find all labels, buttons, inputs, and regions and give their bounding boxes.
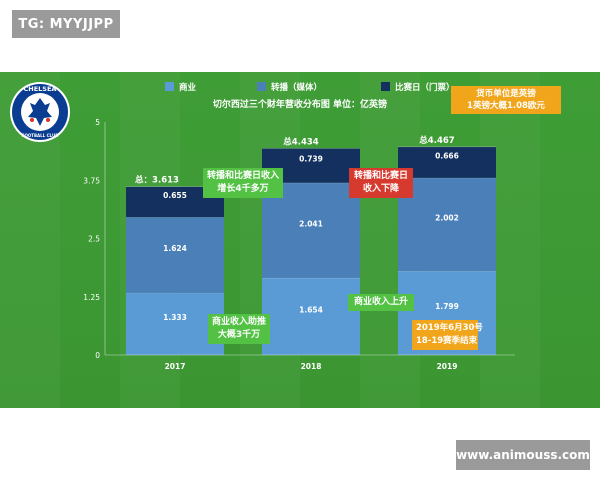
chart-title: 切尔西过三个财年营收分布图 单位：亿英镑 bbox=[213, 98, 387, 110]
legend-swatch-broadcast bbox=[257, 82, 266, 91]
currency-note: 货币单位是英镑 1英镑大概1.08欧元 bbox=[451, 86, 561, 114]
y-axis: 0 1.25 2.5 3.75 5 bbox=[83, 118, 106, 360]
pitch-background: CHELSEA FOOTBALL CLUB 商业 转播（媒体） 比赛日（门票） … bbox=[0, 72, 600, 408]
callout-2018-growth: 转播和比赛日收入 增长4千多万 bbox=[203, 168, 283, 198]
y-tick-label: 1.25 bbox=[83, 293, 100, 302]
total-label: 总4.434 bbox=[283, 136, 318, 147]
callout-line: 转播和比赛日 bbox=[353, 171, 408, 181]
y-tick-label: 5 bbox=[95, 118, 100, 127]
data-label: 1.333 bbox=[163, 313, 187, 322]
data-label: 1.624 bbox=[163, 244, 187, 253]
callout-line: 商业收入助推 bbox=[212, 317, 267, 327]
bar-segment bbox=[398, 146, 496, 178]
y-tick-label: 0 bbox=[95, 351, 100, 360]
bar-segment bbox=[262, 182, 360, 278]
callout-line: 转播和比赛日收入 bbox=[207, 171, 280, 181]
data-label: 1.799 bbox=[435, 302, 459, 311]
data-label: 2.002 bbox=[435, 214, 459, 223]
crest-rose-icon bbox=[46, 118, 50, 122]
callout-commercial-boost: 商业收入助推 大概3千万 bbox=[208, 314, 270, 344]
bar-segment bbox=[126, 292, 224, 355]
data-label: 1.654 bbox=[299, 305, 323, 314]
y-tick-label: 2.5 bbox=[88, 235, 100, 244]
y-tick-label: 3.75 bbox=[83, 176, 100, 185]
callout-line: 增长4千多万 bbox=[217, 184, 269, 194]
callout-line: 18-19赛季结束 bbox=[416, 336, 478, 346]
lion-icon bbox=[28, 98, 52, 126]
crest-bottom-text: FOOTBALL CLUB bbox=[22, 133, 59, 138]
revenue-chart: CHELSEA FOOTBALL CLUB 商业 转播（媒体） 比赛日（门票） … bbox=[10, 82, 515, 371]
crest-top-text: CHELSEA bbox=[24, 85, 57, 93]
callout-season-end: 2019年6月30号 18-19赛季结束 bbox=[412, 320, 483, 350]
watermark-tag: TG: MYYJJPP bbox=[12, 10, 120, 38]
legend-swatch-commercial bbox=[165, 82, 174, 91]
bar-segment bbox=[262, 277, 360, 355]
total-label: 总：3.613 bbox=[135, 175, 179, 186]
x-axis: 2017 2018 2019 bbox=[105, 354, 515, 371]
callout-line: 收入下降 bbox=[362, 184, 399, 194]
chart-legend: 商业 转播（媒体） 比赛日（门票） bbox=[165, 82, 455, 93]
legend-swatch-matchday bbox=[381, 82, 390, 91]
callout-line: 大概3千万 bbox=[217, 330, 261, 340]
data-label: 0.655 bbox=[163, 191, 187, 200]
x-tick-label: 2019 bbox=[437, 362, 458, 371]
x-tick-label: 2017 bbox=[165, 362, 186, 371]
data-label: 0.739 bbox=[299, 155, 323, 164]
crest-rose-icon bbox=[30, 118, 34, 122]
callout-2019-decline: 转播和比赛日 收入下降 bbox=[349, 168, 413, 198]
watermark-url: www.animouss.com bbox=[456, 440, 590, 470]
callout-line: 2019年6月30号 bbox=[416, 323, 483, 333]
bar-segment bbox=[126, 217, 224, 293]
x-tick-label: 2018 bbox=[301, 362, 322, 371]
bar-series: 1.333 1.624 0.655 总：3.613 1.654 2.041 0.739 总4.… bbox=[126, 135, 496, 355]
callout-commercial-rise: 商业收入上升 bbox=[348, 294, 414, 311]
data-label: 2.041 bbox=[299, 219, 323, 228]
bar-segment bbox=[398, 177, 496, 272]
data-label: 0.666 bbox=[435, 151, 459, 160]
currency-note-line: 1英镑大概1.08欧元 bbox=[467, 101, 545, 111]
legend-label-commercial: 商业 bbox=[179, 82, 197, 93]
total-label: 总4.467 bbox=[419, 135, 454, 146]
callout-line: 商业收入上升 bbox=[353, 297, 408, 307]
currency-note-line: 货币单位是英镑 bbox=[476, 89, 536, 99]
legend-label-matchday: 比赛日（门票） bbox=[395, 82, 455, 93]
legend-label-broadcast: 转播（媒体） bbox=[271, 82, 322, 93]
chelsea-logo-icon: CHELSEA FOOTBALL CLUB bbox=[10, 82, 70, 142]
